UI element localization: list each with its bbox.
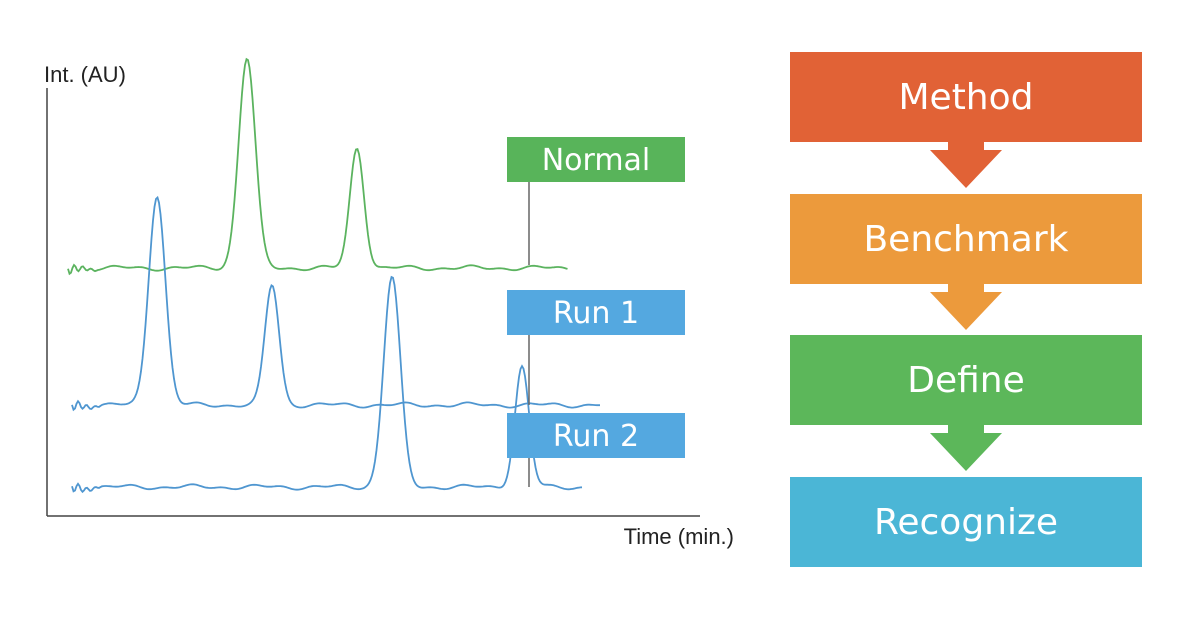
step-benchmark: Benchmark: [790, 194, 1142, 284]
legend-label: Run 1: [553, 296, 639, 331]
legend-label: Run 2: [553, 419, 639, 454]
step-recognize: Recognize: [790, 477, 1142, 567]
step-method: Method: [790, 52, 1142, 142]
trace-normal: [67, 57, 568, 276]
trace-run-1: [71, 195, 600, 412]
chromatogram-chart: Int. (AU) Time (min.) Normal Run 1 Run 2: [44, 57, 734, 549]
legend-box: [507, 290, 685, 335]
down-arrow-icon: [930, 425, 1002, 471]
process-flow: Method Benchmark Define Recognize: [790, 52, 1142, 572]
trace-run-2: [71, 275, 583, 494]
down-arrow-icon: [930, 142, 1002, 188]
legend-label: Normal: [542, 143, 651, 178]
legend-box: [507, 413, 685, 458]
down-arrow-icon: [930, 284, 1002, 330]
step-define: Define: [790, 335, 1142, 425]
legend-box: [507, 137, 685, 182]
x-axis-label: Time (min.): [624, 524, 734, 549]
y-axis-label: Int. (AU): [44, 62, 126, 87]
